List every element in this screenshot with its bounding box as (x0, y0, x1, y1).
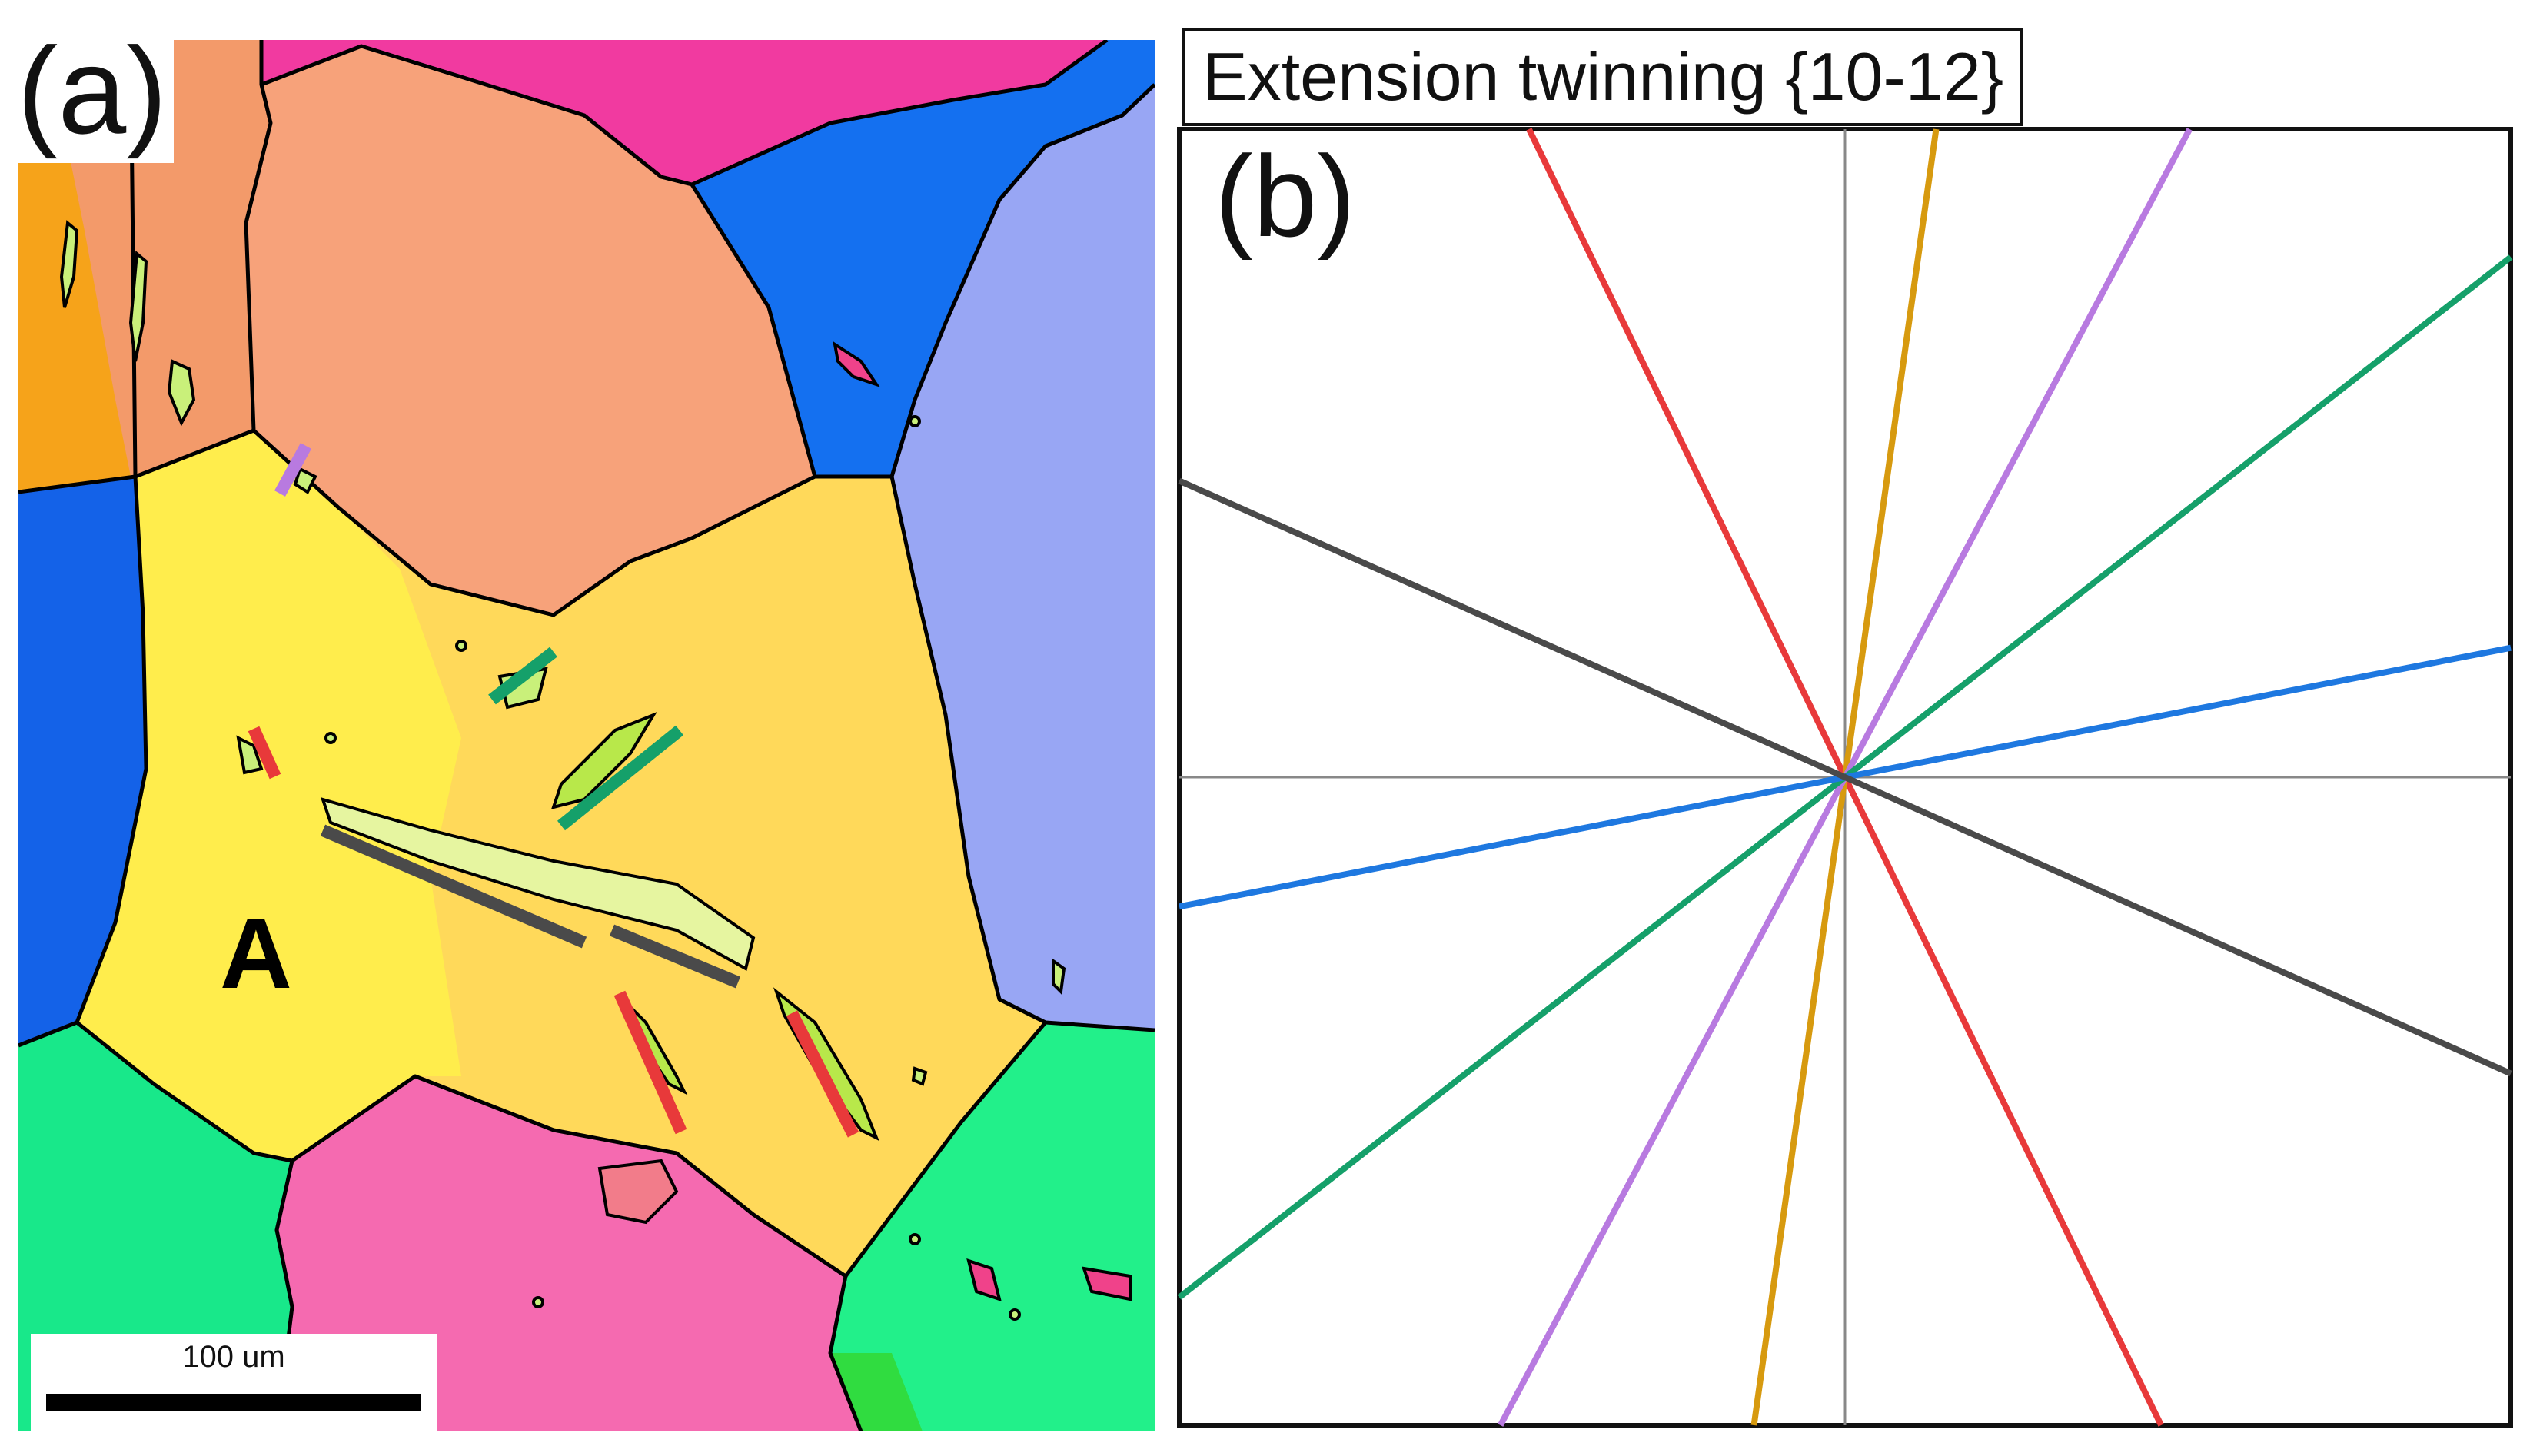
trace-green-2 (557, 725, 684, 831)
trace-lines (1177, 128, 2513, 1427)
trace-plot (1177, 127, 2513, 1428)
grain-magenta-top (261, 40, 1107, 184)
panel-a-label: (a) (17, 29, 174, 163)
trace-purple (274, 443, 312, 497)
twin-traces (248, 443, 859, 1138)
grain-green-left (18, 1022, 292, 1431)
scale-bar-line (46, 1394, 421, 1411)
panel-b-label: (b) (1215, 131, 1356, 261)
grain-green-right (830, 1022, 1155, 1431)
grain-peach-top (246, 46, 815, 615)
trace-line-6 (1178, 477, 2512, 1077)
grain-yellow-a-bright (77, 430, 461, 1161)
scale-bar: 100 um (31, 1334, 437, 1432)
trace-red-3 (786, 1010, 859, 1138)
ebsd-map (18, 40, 1155, 1431)
trace-red-1 (248, 726, 281, 780)
grain-blue-top (692, 40, 1155, 477)
panel-b-title: Extension twinning {10-12} (1182, 28, 2024, 126)
trace-red-2 (613, 990, 687, 1135)
trace-gray-2 (609, 924, 741, 989)
trace-green-1 (488, 647, 557, 705)
trace-gray-1 (320, 824, 587, 949)
grain-blue-left (18, 477, 146, 1045)
grain-a-label: A (220, 897, 292, 1009)
scale-bar-label: 100 um (182, 1340, 285, 1374)
